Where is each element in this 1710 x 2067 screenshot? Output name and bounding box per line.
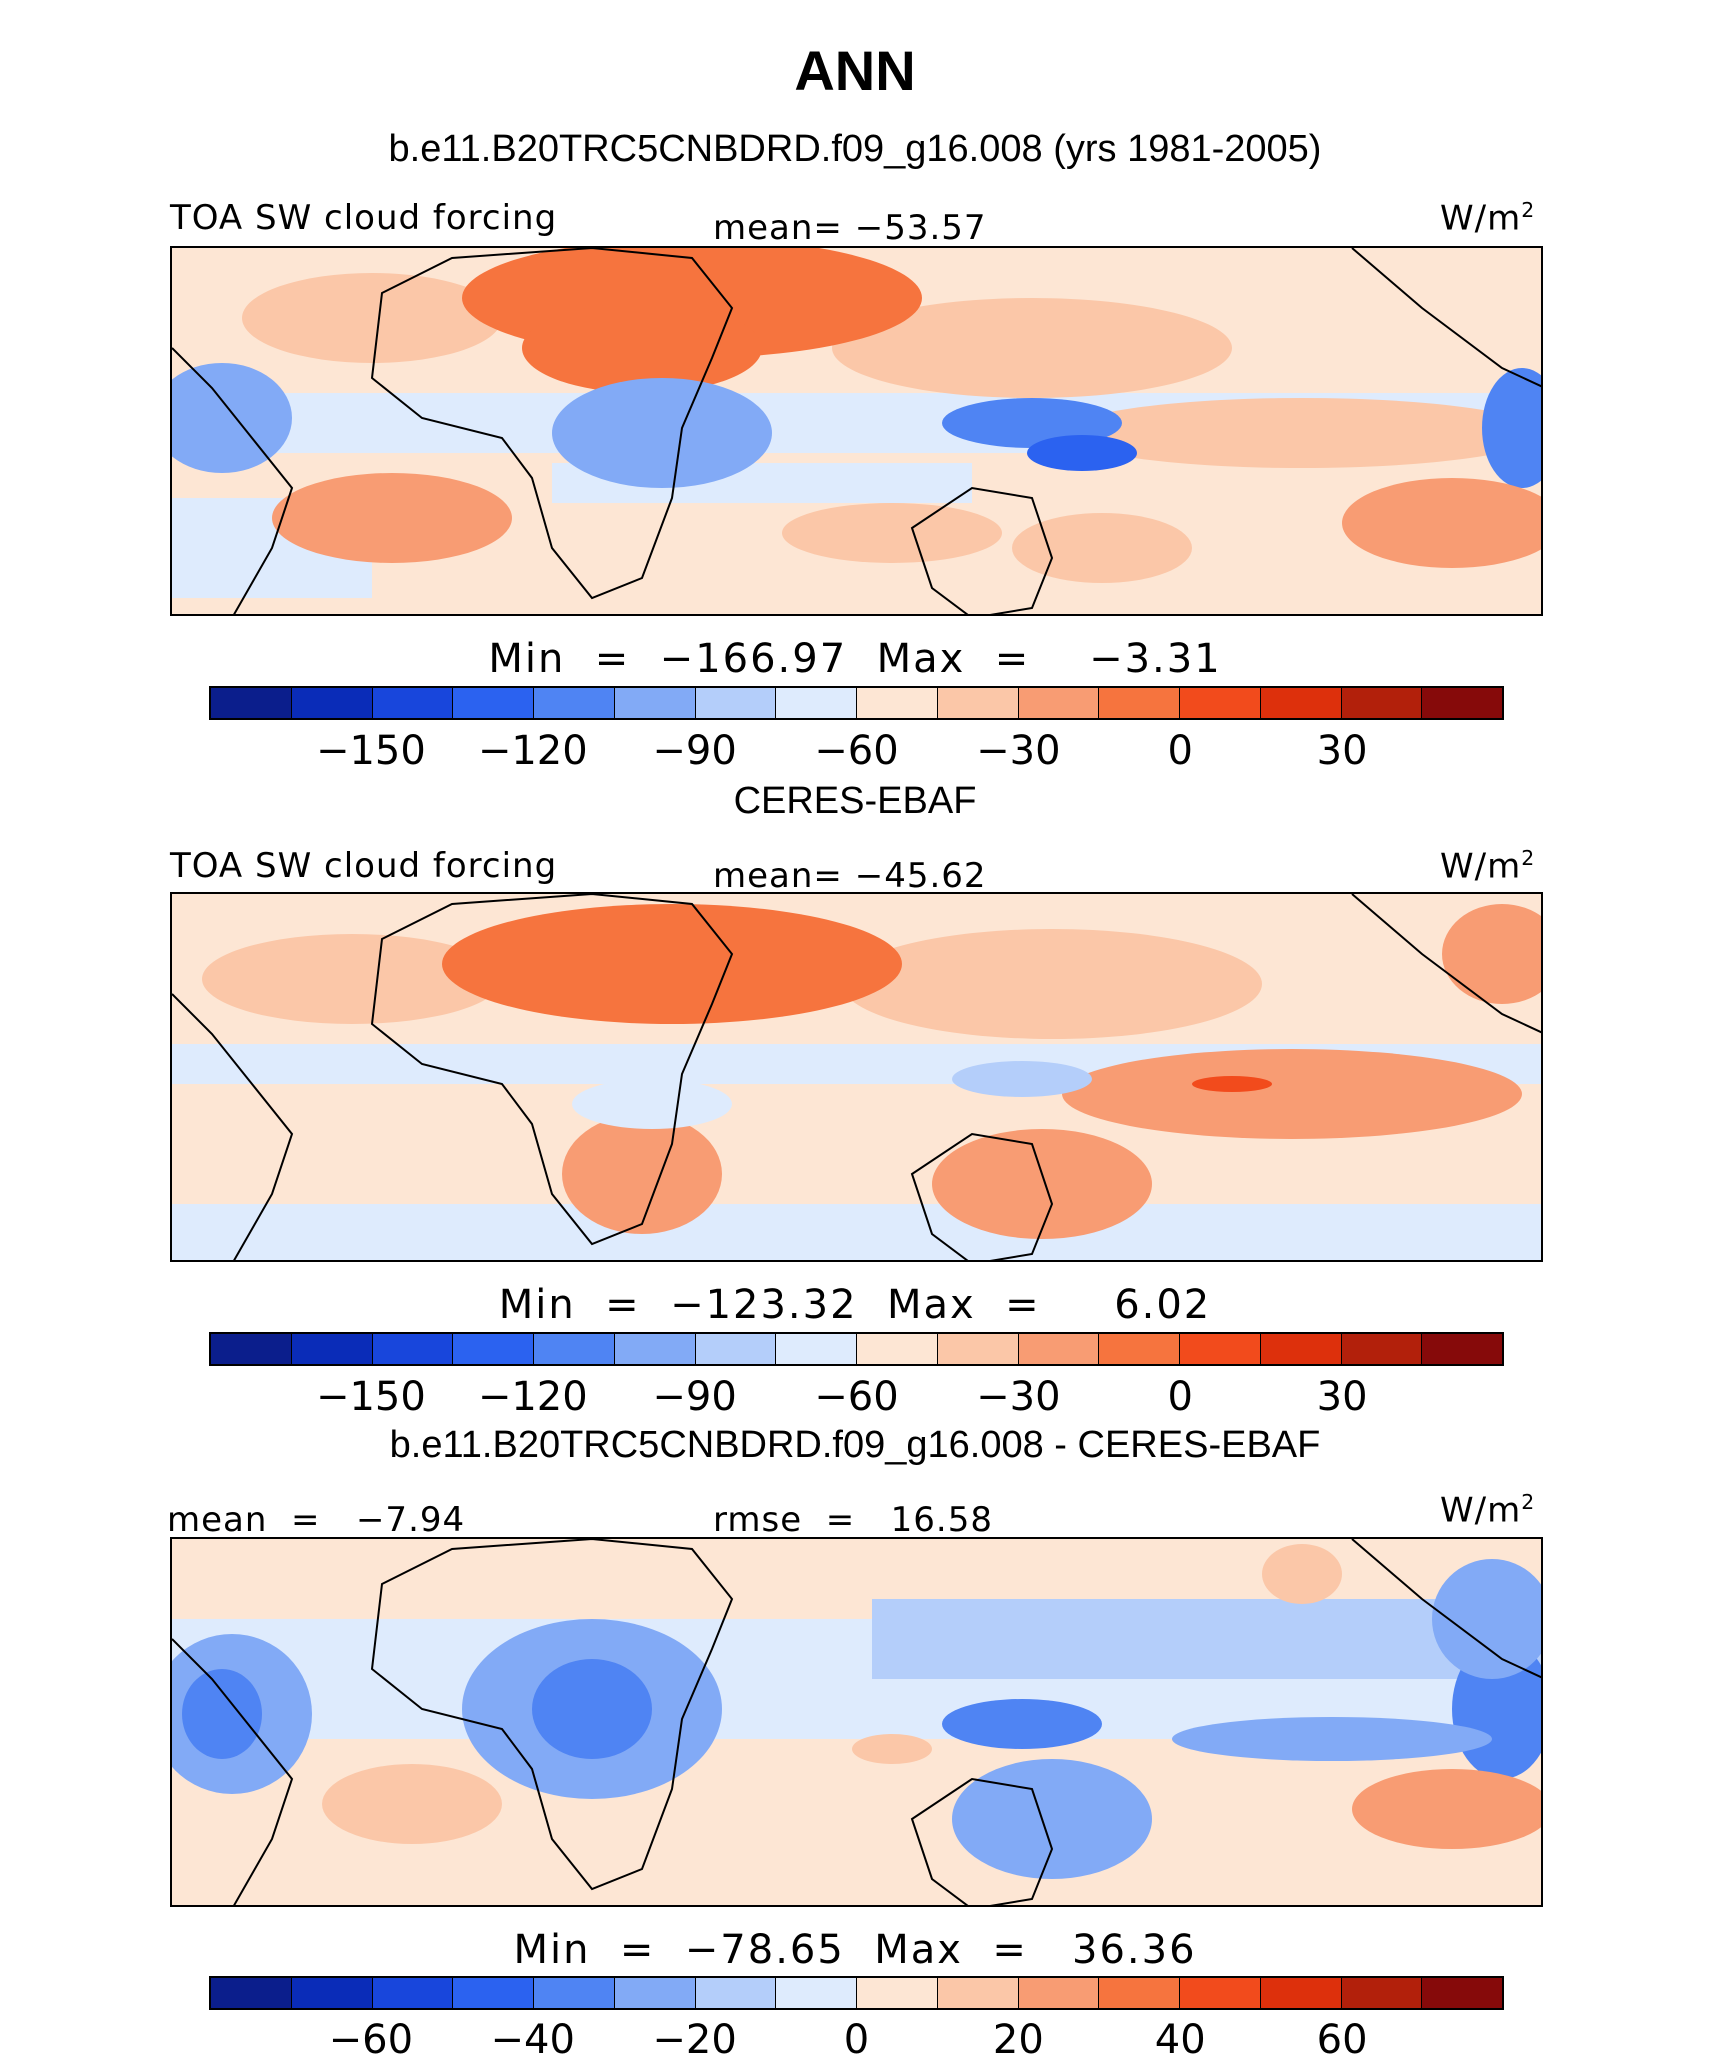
colorbar-swatch bbox=[1180, 1334, 1261, 1364]
coastlines bbox=[172, 248, 1541, 614]
colorbar-tick-label: 0 bbox=[1167, 1374, 1193, 1420]
panel-3-mean-label: mean = −7.94 bbox=[167, 1500, 466, 1540]
colorbar-swatch bbox=[1099, 1978, 1180, 2008]
panel-1-variable-label: TOA SW cloud forcing bbox=[170, 198, 558, 238]
colorbar-swatch bbox=[1341, 1978, 1423, 2008]
panel-3-units-label: W/m2 bbox=[1440, 1490, 1536, 1531]
colorbar-swatch bbox=[291, 688, 373, 718]
colorbar-swatch bbox=[1018, 688, 1100, 718]
colorbar-swatch bbox=[1018, 1978, 1100, 2008]
colorbar-swatch bbox=[1341, 688, 1423, 718]
colorbar-swatch bbox=[372, 688, 454, 718]
panel-1-heatmap bbox=[172, 248, 1541, 614]
colorbar-swatch bbox=[453, 1978, 534, 2008]
coastlines bbox=[172, 894, 1541, 1260]
colorbar-swatch bbox=[1341, 1334, 1423, 1364]
colorbar-swatch bbox=[372, 1978, 454, 2008]
colorbar-tick-label: −150 bbox=[315, 1374, 426, 1420]
colorbar-swatch bbox=[534, 688, 615, 718]
colorbar-tick-label: −60 bbox=[814, 1374, 899, 1420]
colorbar-tick-label: 30 bbox=[1316, 1374, 1368, 1420]
colorbar-swatch bbox=[937, 1978, 1019, 2008]
colorbar-swatch bbox=[1260, 1978, 1342, 2008]
colorbar-swatch bbox=[776, 1978, 857, 2008]
panel-3-map bbox=[170, 1537, 1543, 1907]
panel-2-map bbox=[170, 892, 1543, 1262]
colorbar-swatch bbox=[291, 1334, 373, 1364]
colorbar-swatch bbox=[1180, 688, 1261, 718]
colorbar-tick-label: 60 bbox=[1316, 2017, 1368, 2063]
coastlines bbox=[172, 1539, 1541, 1905]
colorbar-swatch bbox=[291, 1978, 373, 2008]
colorbar-swatch bbox=[695, 1978, 777, 2008]
colorbar-swatch bbox=[776, 1334, 857, 1364]
colorbar-tick-label: 30 bbox=[1316, 728, 1368, 774]
colorbar-swatch bbox=[857, 1978, 938, 2008]
colorbar-swatch bbox=[453, 688, 534, 718]
colorbar-tick-label: −30 bbox=[976, 1374, 1061, 1420]
panel-3-rmse-label: rmse = 16.58 bbox=[713, 1500, 993, 1540]
colorbar-tick-label: −40 bbox=[490, 2017, 575, 2063]
panel-1-units-label: W/m2 bbox=[1440, 198, 1536, 239]
colorbar-tick-label: −90 bbox=[652, 728, 737, 774]
colorbar-swatch bbox=[1422, 688, 1502, 718]
colorbar-swatch bbox=[1018, 1334, 1100, 1364]
panel-1-colorbar bbox=[209, 686, 1504, 720]
panel-1-mean-label: mean= −53.57 bbox=[713, 208, 987, 248]
panel-2-mean-label: mean= −45.62 bbox=[713, 856, 987, 896]
colorbar-tick-label: −120 bbox=[477, 728, 588, 774]
colorbar-swatch bbox=[937, 688, 1019, 718]
colorbar-swatch bbox=[614, 1334, 696, 1364]
colorbar-swatch bbox=[1180, 1978, 1261, 2008]
colorbar-swatch bbox=[857, 1334, 938, 1364]
colorbar-swatch bbox=[695, 688, 777, 718]
colorbar-swatch bbox=[857, 688, 938, 718]
colorbar-swatch bbox=[211, 1978, 292, 2008]
colorbar-swatch bbox=[1422, 1334, 1502, 1364]
colorbar-tick-label: −60 bbox=[814, 728, 899, 774]
panel-2-variable-label: TOA SW cloud forcing bbox=[170, 846, 558, 886]
panel-2-heatmap bbox=[172, 894, 1541, 1260]
colorbar-swatch bbox=[1260, 688, 1342, 718]
colorbar-swatch bbox=[534, 1334, 615, 1364]
colorbar-swatch bbox=[1099, 1334, 1180, 1364]
colorbar-swatch bbox=[453, 1334, 534, 1364]
colorbar-swatch bbox=[211, 688, 292, 718]
colorbar-tick-label: −20 bbox=[652, 2017, 737, 2063]
colorbar-swatch bbox=[776, 688, 857, 718]
panel-3-minmax: Min = −78.65 Max = 36.36 bbox=[513, 1927, 1197, 1973]
panel-2-title: CERES-EBAF bbox=[733, 780, 977, 822]
colorbar-swatch bbox=[1422, 1978, 1502, 2008]
colorbar-tick-label: −90 bbox=[652, 1374, 737, 1420]
colorbar-tick-label: −120 bbox=[477, 1374, 588, 1420]
panel-1-title: b.e11.B20TRC5CNBDRD.f09_g16.008 (yrs 198… bbox=[388, 128, 1322, 170]
colorbar-tick-label: −30 bbox=[976, 728, 1061, 774]
panel-3-colorbar bbox=[209, 1976, 1504, 2010]
colorbar-tick-label: 40 bbox=[1154, 2017, 1206, 2063]
colorbar-swatch bbox=[937, 1334, 1019, 1364]
colorbar-swatch bbox=[614, 1978, 696, 2008]
panel-1-minmax: Min = −166.97 Max = −3.31 bbox=[488, 636, 1222, 682]
colorbar-swatch bbox=[372, 1334, 454, 1364]
panel-3-heatmap bbox=[172, 1539, 1541, 1905]
colorbar-tick-label: −150 bbox=[315, 728, 426, 774]
panel-1-map bbox=[170, 246, 1543, 616]
colorbar-tick-label: −60 bbox=[328, 2017, 414, 2063]
colorbar-swatch bbox=[1099, 688, 1180, 718]
colorbar-swatch bbox=[695, 1334, 777, 1364]
colorbar-swatch bbox=[534, 1978, 615, 2008]
figure-title: ANN bbox=[794, 39, 916, 102]
panel-2-minmax: Min = −123.32 Max = 6.02 bbox=[498, 1282, 1212, 1328]
colorbar-tick-label: 0 bbox=[843, 2017, 870, 2063]
colorbar-tick-label: 20 bbox=[992, 2017, 1044, 2063]
colorbar-swatch bbox=[614, 688, 696, 718]
panel-3-title: b.e11.B20TRC5CNBDRD.f09_g16.008 - CERES-… bbox=[389, 1424, 1321, 1466]
colorbar-tick-label: 0 bbox=[1167, 728, 1193, 774]
colorbar-swatch bbox=[211, 1334, 292, 1364]
panel-2-colorbar bbox=[209, 1332, 1504, 1366]
colorbar-swatch bbox=[1260, 1334, 1342, 1364]
panel-2-units-label: W/m2 bbox=[1440, 846, 1536, 887]
